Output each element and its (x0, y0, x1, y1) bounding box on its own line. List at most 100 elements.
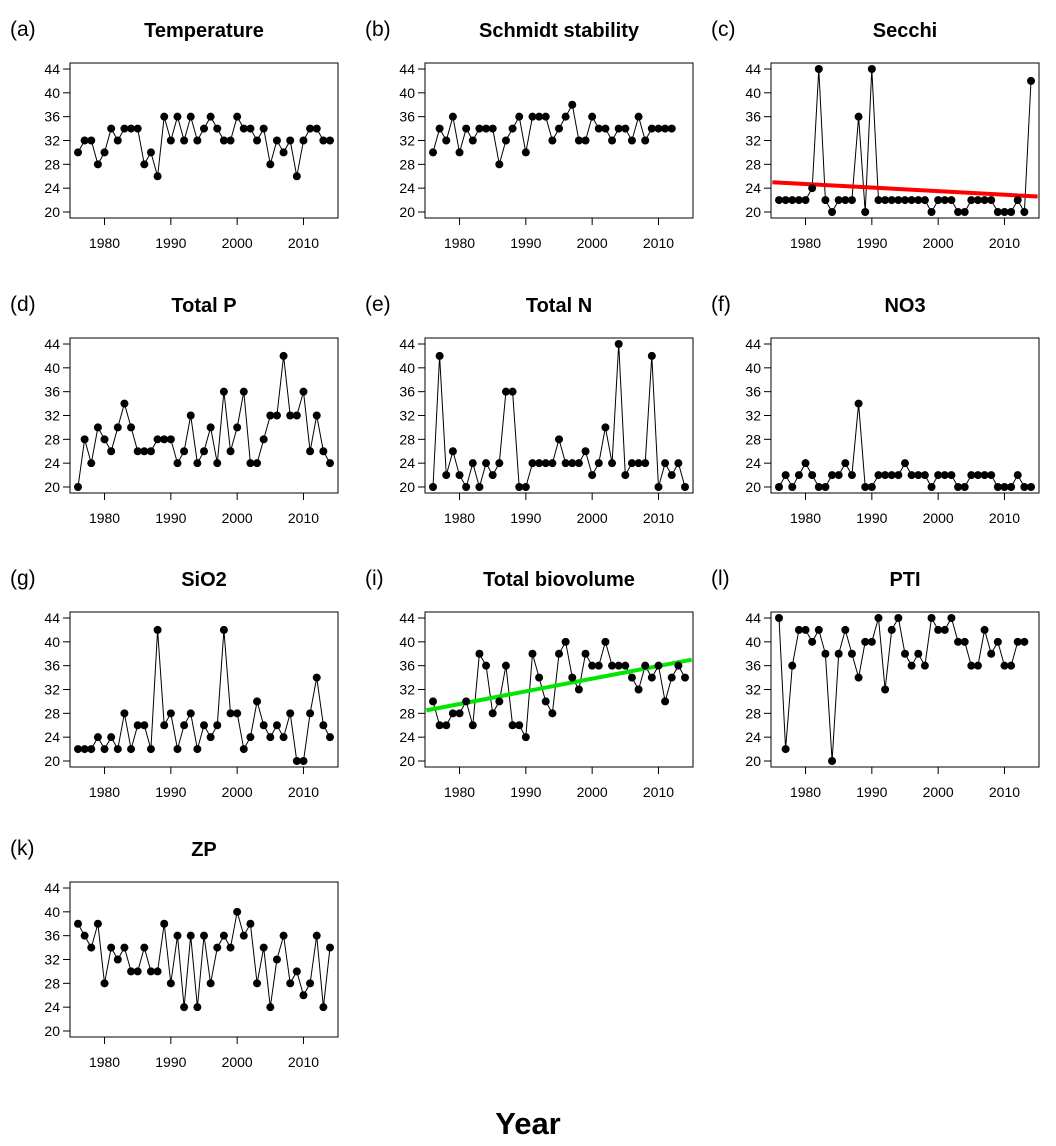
chart-title: Total P (171, 295, 236, 317)
data-point (80, 931, 89, 940)
data-point (299, 387, 308, 396)
data-point (960, 208, 969, 216)
data-point (186, 411, 195, 420)
data-point (166, 435, 175, 444)
y-tick-label: 40 (745, 85, 761, 101)
x-tick-label: 2010 (288, 235, 319, 251)
plot-frame (69, 611, 339, 768)
x-tick-label: 1990 (510, 510, 541, 526)
data-point (581, 649, 590, 658)
data-point (246, 733, 255, 742)
data-point (153, 435, 162, 444)
data-point (887, 625, 896, 634)
data-point (781, 471, 790, 480)
data-point (127, 124, 136, 133)
data-point (266, 733, 275, 742)
data-point (634, 112, 643, 121)
x-tick-label: 2000 (923, 784, 954, 800)
x-tick-label: 1990 (510, 235, 541, 251)
data-point (601, 124, 610, 133)
chart-title: Secchi (873, 20, 937, 42)
data-point (226, 447, 235, 456)
data-point (326, 943, 334, 952)
plot-area (429, 340, 689, 491)
data-point (186, 931, 195, 940)
data-point (674, 459, 683, 468)
data-point (508, 124, 517, 133)
data-point (233, 112, 242, 121)
data-point (272, 721, 281, 730)
data-point (429, 697, 437, 706)
data-point (881, 685, 890, 694)
data-point (594, 661, 603, 670)
data-point (319, 721, 328, 730)
data-point (259, 124, 268, 133)
data-point (87, 745, 96, 754)
data-point (515, 112, 524, 121)
y-tick-label: 44 (745, 336, 761, 352)
data-point (927, 614, 936, 622)
data-point (960, 483, 969, 491)
data-point (482, 124, 491, 133)
data-point (312, 931, 321, 940)
y-tick-label: 20 (44, 479, 60, 495)
chart-title: Total biovolume (483, 569, 635, 591)
data-point (501, 387, 510, 396)
chart-title: Temperature (144, 20, 264, 42)
data-point (940, 625, 949, 634)
panel-label: (l) (711, 567, 730, 590)
data-point (947, 614, 956, 622)
data-point (980, 625, 989, 634)
chart-panel: (g) SiO2 20 24 28 32 36 40 44 1980 1990 2000 2010 (10, 567, 339, 800)
data-point (555, 649, 563, 658)
data-point (920, 661, 929, 670)
data-point (127, 423, 136, 432)
y-tick-label: 36 (399, 384, 415, 400)
data-point (854, 112, 863, 121)
x-tick-label: 1980 (444, 235, 475, 251)
data-point (681, 673, 689, 682)
x-tick-label: 2000 (222, 784, 253, 800)
data-point (146, 447, 155, 456)
data-point (100, 979, 109, 988)
data-point (429, 148, 437, 157)
x-tick-label: 2000 (577, 784, 608, 800)
data-point (927, 208, 936, 216)
data-point (180, 447, 189, 456)
data-point (808, 637, 817, 646)
data-point (259, 435, 268, 444)
y-tick-label: 28 (399, 705, 415, 721)
data-point (186, 709, 195, 718)
data-point (462, 124, 471, 133)
data-point (326, 733, 334, 742)
y-tick-label: 20 (399, 479, 415, 495)
plot-frame (69, 337, 339, 494)
data-point (781, 745, 790, 754)
data-point (987, 471, 996, 480)
data-point (448, 709, 457, 718)
data-point (80, 136, 89, 145)
y-tick-label: 20 (44, 1023, 60, 1039)
data-point (140, 447, 149, 456)
y-tick-label: 40 (399, 634, 415, 650)
data-point (775, 483, 783, 491)
y-tick-label: 28 (44, 431, 60, 447)
data-point (967, 196, 976, 205)
data-point (286, 411, 295, 420)
x-tick-label: 1980 (89, 235, 120, 251)
y-tick-label: 44 (399, 336, 415, 352)
data-point (788, 661, 797, 670)
y-tick-label: 20 (745, 479, 761, 495)
x-tick-label: 1980 (444, 784, 475, 800)
data-point (113, 955, 122, 964)
data-point (213, 124, 222, 133)
panel-label: (d) (10, 293, 36, 316)
y-tick-label: 20 (745, 204, 761, 220)
data-point (279, 148, 288, 157)
data-point (555, 435, 563, 444)
data-point (120, 124, 129, 133)
data-point (74, 919, 82, 928)
data-point (614, 661, 623, 670)
data-point (127, 967, 136, 976)
data-point (828, 208, 837, 216)
